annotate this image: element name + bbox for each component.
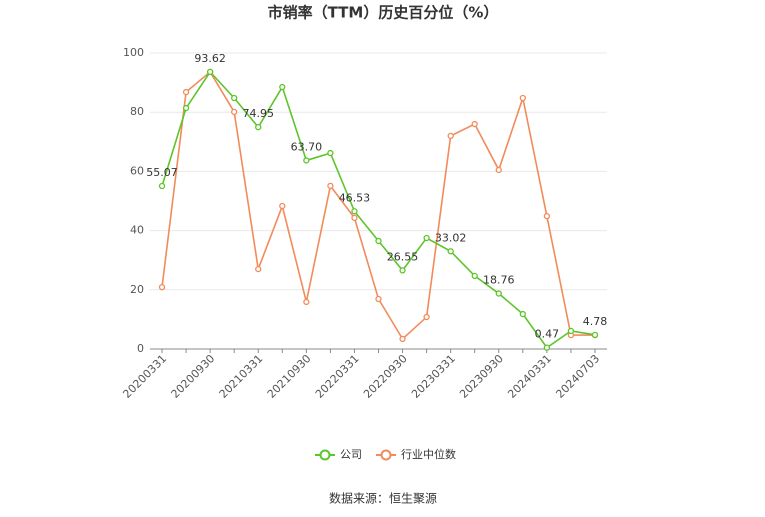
y-tick-label: 100 — [123, 46, 144, 59]
data-point — [567, 327, 575, 335]
data-point — [543, 344, 551, 351]
data-point — [495, 290, 502, 297]
data-point — [303, 157, 310, 164]
data-point — [375, 237, 382, 245]
x-tick-label: 20220930 — [361, 352, 410, 401]
y-tick-label: 0 — [137, 342, 144, 355]
value-label: 4.78 — [583, 315, 608, 328]
value-label: 0.47 — [535, 328, 560, 341]
data-point — [423, 313, 430, 321]
x-tick-label: 20230930 — [457, 352, 506, 401]
data-point — [279, 202, 286, 210]
x-tick-label: 20210930 — [265, 352, 314, 401]
chart-title: 市销率（TTM）历史百分位（%） — [268, 4, 499, 22]
data-point — [495, 166, 502, 174]
data-point — [519, 94, 526, 102]
y-tick-label: 20 — [130, 283, 144, 296]
x-tick-label: 20210331 — [217, 352, 266, 401]
data-point — [447, 132, 454, 140]
source: 数据来源：恒生聚源 — [329, 491, 437, 506]
value-label: 33.02 — [435, 231, 467, 244]
value-label: 46.53 — [339, 191, 371, 204]
legend-marker — [319, 449, 331, 461]
data-point — [519, 310, 526, 318]
legend-label: 公司 — [340, 448, 362, 461]
data-point — [351, 208, 358, 215]
value-label: 63.70 — [291, 140, 323, 153]
data-point — [231, 94, 238, 102]
legend-marker — [380, 449, 392, 461]
data-point — [591, 331, 599, 339]
value-label: 74.95 — [242, 107, 274, 120]
data-point — [543, 212, 551, 220]
data-point — [327, 182, 334, 190]
y-tick-label: 80 — [130, 105, 144, 118]
data-point — [182, 104, 190, 112]
data-point — [423, 234, 430, 242]
data-point — [303, 298, 310, 306]
data-point — [255, 265, 262, 273]
data-point — [375, 295, 382, 303]
data-point — [158, 182, 166, 190]
x-tick-label: 20240703 — [553, 352, 602, 401]
value-label: 93.62 — [194, 52, 226, 65]
data-point — [399, 335, 406, 343]
x-tick-label: 20240331 — [505, 352, 554, 401]
data-point — [255, 123, 262, 131]
data-point — [206, 68, 214, 76]
x-tick-label: 20200331 — [120, 352, 169, 401]
series-line — [161, 70, 596, 349]
x-tick-label: 20230331 — [409, 352, 458, 401]
data-point — [447, 248, 454, 255]
value-label: 55.07 — [146, 166, 178, 179]
data-point — [399, 267, 406, 274]
value-label: 18.76 — [483, 273, 515, 286]
value-label: 26.55 — [387, 250, 419, 263]
x-tick-label: 20220331 — [313, 352, 362, 401]
x-tick-label: 20200930 — [169, 352, 218, 401]
data-point — [182, 88, 190, 96]
data-point — [471, 120, 478, 128]
legend-label: 行业中位数 — [401, 447, 456, 461]
data-point — [231, 108, 238, 116]
data-point — [279, 83, 286, 91]
data-point — [158, 283, 166, 291]
data-point — [351, 214, 358, 222]
data-point — [327, 149, 334, 157]
y-tick-label: 40 — [130, 224, 144, 237]
data-point — [471, 272, 478, 280]
y-tick-label: 60 — [130, 164, 144, 177]
